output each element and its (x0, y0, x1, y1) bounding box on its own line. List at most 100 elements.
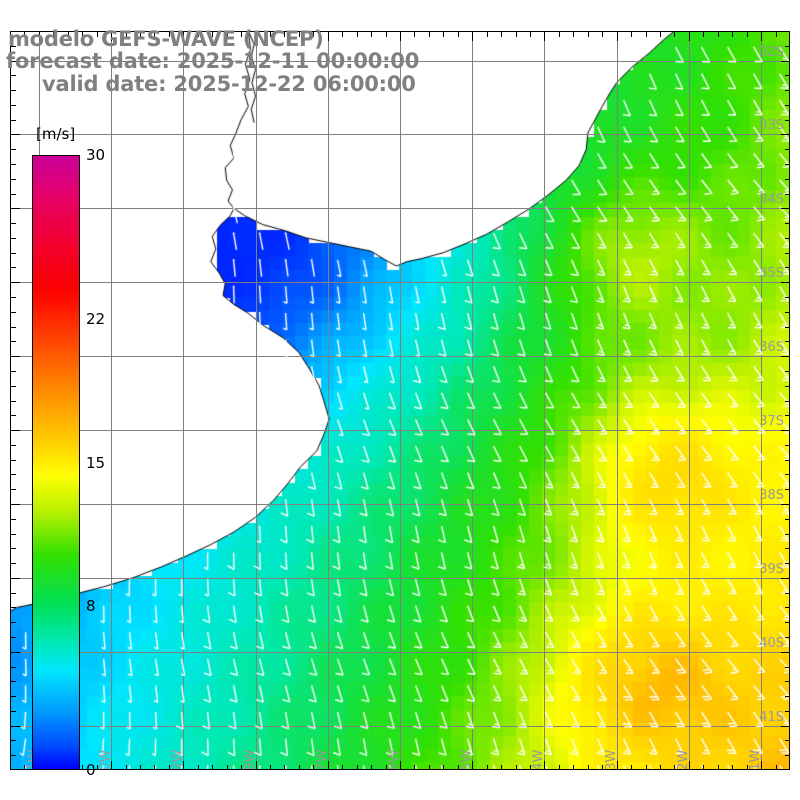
tick-right (781, 652, 790, 653)
tick-top (97, 32, 98, 37)
tick-left (11, 637, 16, 638)
tick-left (11, 445, 16, 446)
tick-right (785, 667, 790, 668)
tick-left (11, 504, 20, 505)
tick-top (371, 32, 372, 37)
tick-bottom (732, 765, 733, 770)
tick-top (617, 32, 618, 41)
tick-right (785, 90, 790, 91)
tick-top (660, 32, 661, 37)
tick-right (785, 563, 790, 564)
tick-right (781, 726, 790, 727)
tick-right (785, 31, 790, 32)
tick-left (11, 534, 16, 535)
tick-top (183, 32, 184, 41)
tick-bottom (660, 765, 661, 770)
tick-right (781, 282, 790, 283)
tick-bottom (776, 765, 777, 770)
tick-right (785, 46, 790, 47)
tick-bottom (646, 765, 647, 770)
tick-right (785, 474, 790, 475)
tick-top (588, 32, 589, 37)
tick-top (299, 32, 300, 37)
tick-left (11, 120, 16, 121)
colorbar: [m/s] 30 22 15 8 0 (30, 125, 250, 779)
tick-left (11, 652, 20, 653)
title-model-line: modelo GEFS-WAVE (NCEP) (8, 27, 324, 51)
tick-top (646, 32, 647, 37)
tick-top (68, 32, 69, 37)
tick-right (785, 548, 790, 549)
tick-left (11, 474, 16, 475)
tick-left (11, 548, 16, 549)
tick-right (785, 327, 790, 328)
tick-bottom (588, 765, 589, 770)
tick-right (785, 267, 790, 268)
tick-right (785, 489, 790, 490)
tick-right (781, 61, 790, 62)
tick-right (785, 238, 790, 239)
tick-left (11, 401, 16, 402)
wind-barbs-overlay (10, 31, 790, 770)
tick-top (544, 32, 545, 41)
tick-left (11, 341, 16, 342)
tick-right (785, 711, 790, 712)
tick-left (11, 75, 16, 76)
tick-left (11, 297, 16, 298)
tick-top (472, 32, 473, 41)
tick-right (781, 356, 790, 357)
tick-left (11, 208, 20, 209)
latitude-label: 35S (759, 266, 784, 282)
tick-top (516, 32, 517, 37)
colorbar-tick-label: 22 (86, 310, 106, 328)
tick-left (11, 46, 16, 47)
tick-top (703, 32, 704, 37)
tick-right (781, 208, 790, 209)
tick-left (11, 371, 16, 372)
tick-top (53, 32, 54, 37)
latitude-label: 41S (759, 709, 784, 725)
tick-right (785, 696, 790, 697)
latitude-label: 33S (759, 118, 784, 134)
tick-left (11, 755, 16, 756)
tick-left (11, 179, 16, 180)
tick-top (602, 32, 603, 37)
tick-left (11, 711, 16, 712)
tick-bottom (443, 765, 444, 770)
tick-bottom (111, 761, 112, 770)
tick-right (785, 534, 790, 535)
tick-top (140, 32, 141, 37)
tick-right (785, 593, 790, 594)
tick-right (785, 755, 790, 756)
latitude-label: 32S (759, 44, 784, 60)
tick-top (386, 32, 387, 37)
tick-top (414, 32, 415, 37)
tick-left (11, 282, 20, 283)
tick-left (11, 61, 20, 62)
tick-right (781, 578, 790, 579)
tick-left (11, 386, 16, 387)
latitude-label: 34S (759, 192, 784, 208)
tick-top (82, 32, 83, 37)
tick-bottom (703, 765, 704, 770)
colorbar-tick-label: 30 (86, 146, 106, 164)
tick-bottom (458, 765, 459, 770)
tick-left (11, 563, 16, 564)
tick-bottom (718, 765, 719, 770)
colorbar-units-label: [m/s] (36, 125, 76, 143)
tick-right (785, 164, 790, 165)
tick-bottom (82, 765, 83, 770)
tick-bottom (97, 765, 98, 770)
tick-right (785, 386, 790, 387)
tick-left (11, 90, 16, 91)
tick-top (573, 32, 574, 37)
tick-right (785, 105, 790, 106)
tick-top (501, 32, 502, 37)
tick-top (443, 32, 444, 37)
latitude-label: 40S (759, 635, 784, 651)
tick-left (11, 327, 16, 328)
tick-top (689, 32, 690, 41)
tick-left (11, 415, 16, 416)
